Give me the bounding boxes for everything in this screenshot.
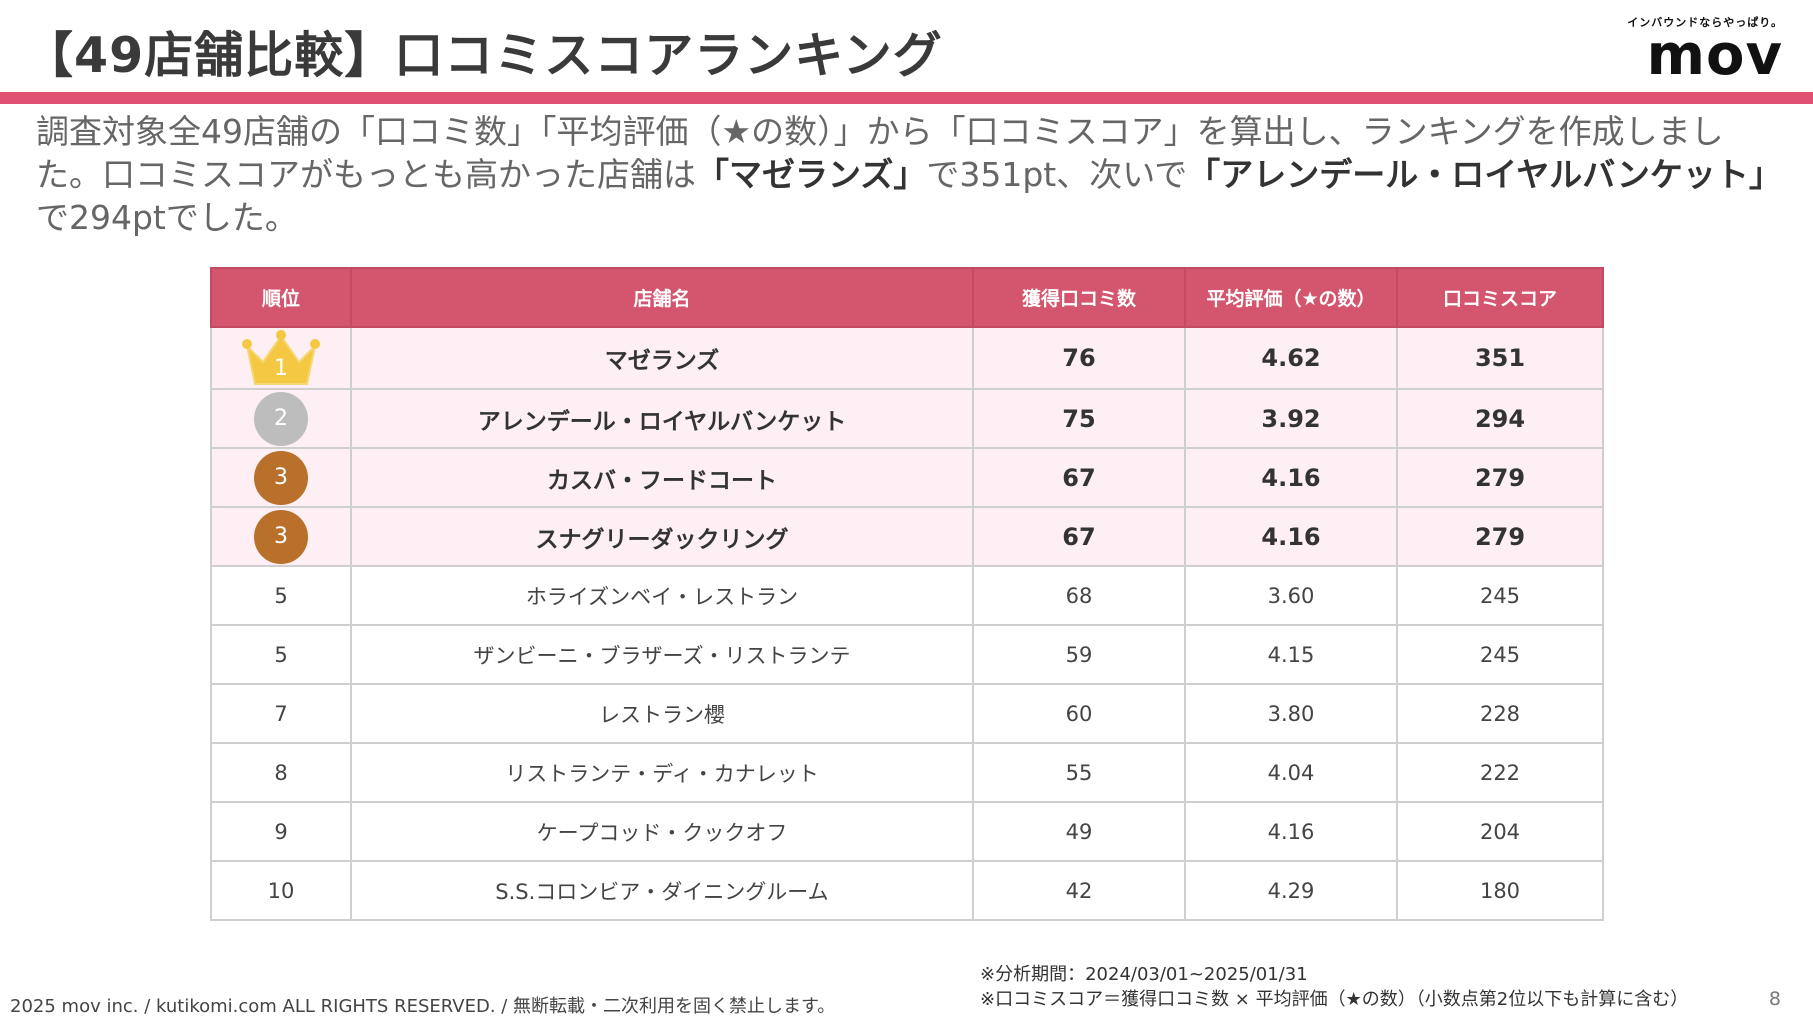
- review-score-cell: 279: [1396, 506, 1604, 567]
- store-name-cell: マゼランズ: [350, 326, 974, 390]
- table-row: 10 S.S.コロンビア・ダイニングルーム 42 4.29 180: [210, 860, 1604, 921]
- average-rating-cell: 3.92: [1184, 388, 1398, 449]
- average-rating-cell: 4.62: [1184, 326, 1398, 390]
- review-count-cell: 49: [972, 801, 1186, 862]
- average-rating-cell: 4.29: [1184, 860, 1398, 921]
- review-score-cell: 222: [1396, 742, 1604, 803]
- review-score-cell: 245: [1396, 624, 1604, 685]
- table-row: 3 スナグリーダックリング 67 4.16 279: [210, 506, 1604, 567]
- intro-highlight-1: 「マゼランズ」: [696, 155, 927, 194]
- rank-cell: 5: [210, 624, 352, 685]
- store-name-cell: ザンビーニ・ブラザーズ・リストランテ: [350, 624, 974, 685]
- table-row: 7 レストラン櫻 60 3.80 228: [210, 683, 1604, 744]
- header-divider: [0, 92, 1813, 104]
- silver-medal-icon: 2: [254, 391, 308, 446]
- review-count-cell: 42: [972, 860, 1186, 921]
- rank-cell: 10: [210, 860, 352, 921]
- rank-number: 1: [274, 356, 288, 381]
- average-rating-cell: 3.60: [1184, 565, 1398, 626]
- crown-icon: 1: [241, 328, 321, 388]
- table-row: 9 ケープコッド・クックオフ 49 4.16 204: [210, 801, 1604, 862]
- table-header-row: 順位 店舗名 獲得口コミ数 平均評価（★の数） 口コミスコア: [210, 267, 1604, 328]
- review-count-cell: 55: [972, 742, 1186, 803]
- review-score-cell: 351: [1396, 326, 1604, 390]
- review-score-cell: 294: [1396, 388, 1604, 449]
- table-row: 5 ザンビーニ・ブラザーズ・リストランテ 59 4.15 245: [210, 624, 1604, 685]
- header-average-rating: 平均評価（★の数）: [1184, 267, 1398, 328]
- page-title: 【49店舗比較】口コミスコアランキング: [24, 27, 943, 84]
- note-period: ※分析期間：2024/03/01~2025/01/31: [980, 964, 1308, 985]
- mov-logo: インバウンドならやっぱり。 mov: [1627, 14, 1783, 88]
- average-rating-cell: 3.80: [1184, 683, 1398, 744]
- header-review-count: 獲得口コミ数: [972, 267, 1186, 328]
- store-name-cell: ホライズンベイ・レストラン: [350, 565, 974, 626]
- review-count-cell: 60: [972, 683, 1186, 744]
- table-row: 8 リストランテ・ディ・カナレット 55 4.04 222: [210, 742, 1604, 803]
- copyright-footer: 2025 mov inc. / kutikomi.com ALL RIGHTS …: [10, 996, 836, 1017]
- average-rating-cell: 4.16: [1184, 447, 1398, 508]
- header-review-score: 口コミスコア: [1396, 267, 1604, 328]
- store-name-cell: S.S.コロンビア・ダイニングルーム: [350, 860, 974, 921]
- table-row: 1 マゼランズ 76 4.62 351: [210, 326, 1604, 390]
- rank-cell: 1: [210, 326, 352, 390]
- average-rating-cell: 4.04: [1184, 742, 1398, 803]
- review-count-cell: 68: [972, 565, 1186, 626]
- review-count-cell: 75: [972, 388, 1186, 449]
- bronze-medal-icon: 3: [254, 450, 308, 505]
- rank-cell: 9: [210, 801, 352, 862]
- review-count-cell: 67: [972, 506, 1186, 567]
- review-count-cell: 76: [972, 326, 1186, 390]
- bronze-medal-icon: 3: [254, 509, 308, 564]
- intro-text-2: で351pt、次いで: [926, 155, 1188, 194]
- table-row: 2 アレンデール・ロイヤルバンケット 75 3.92 294: [210, 388, 1604, 449]
- footnotes: ※分析期間：2024/03/01~2025/01/31 ※口コミスコア＝獲得口コ…: [980, 962, 1688, 1012]
- logo-wordmark: mov: [1646, 23, 1783, 88]
- average-rating-cell: 4.16: [1184, 506, 1398, 567]
- review-score-cell: 180: [1396, 860, 1604, 921]
- rank-cell: 5: [210, 565, 352, 626]
- rank-cell: 3: [210, 447, 352, 508]
- intro-highlight-2: 「アレンデール・ロイヤルバンケット」: [1187, 155, 1782, 194]
- review-score-cell: 279: [1396, 447, 1604, 508]
- rank-cell: 2: [210, 388, 352, 449]
- table-row: 3 カスバ・フードコート 67 4.16 279: [210, 447, 1604, 508]
- intro-paragraph: 調査対象全49店舗の「口コミ数」「平均評価（★の数）」から「口コミスコア」を算出…: [36, 110, 1786, 239]
- review-count-cell: 59: [972, 624, 1186, 685]
- page-number: 8: [1768, 988, 1781, 1010]
- intro-text-3: で294ptでした。: [36, 198, 298, 237]
- rank-cell: 8: [210, 742, 352, 803]
- header-rank: 順位: [210, 267, 352, 328]
- logo-tagline: インバウンドならやっぱり。: [1627, 16, 1783, 29]
- average-rating-cell: 4.16: [1184, 801, 1398, 862]
- store-name-cell: リストランテ・ディ・カナレット: [350, 742, 974, 803]
- store-name-cell: カスバ・フードコート: [350, 447, 974, 508]
- store-name-cell: レストラン櫻: [350, 683, 974, 744]
- review-count-cell: 67: [972, 447, 1186, 508]
- ranking-table: 順位 店舗名 獲得口コミ数 平均評価（★の数） 口コミスコア 1 マゼランズ 76 4…: [210, 267, 1604, 921]
- store-name-cell: ケープコッド・クックオフ: [350, 801, 974, 862]
- review-score-cell: 245: [1396, 565, 1604, 626]
- table-row: 5 ホライズンベイ・レストラン 68 3.60 245: [210, 565, 1604, 626]
- intro-text-1: 調査対象全49店舗の「口コミ数」「平均評価（★の数）」から「口コミスコア」を算出…: [36, 112, 1724, 194]
- store-name-cell: アレンデール・ロイヤルバンケット: [350, 388, 974, 449]
- average-rating-cell: 4.15: [1184, 624, 1398, 685]
- table-body: 1 マゼランズ 76 4.62 351 2 アレンデール・ロイヤルバンケット 75 3.92 29…: [210, 326, 1604, 921]
- store-name-cell: スナグリーダックリング: [350, 506, 974, 567]
- rank-cell: 7: [210, 683, 352, 744]
- rank-cell: 3: [210, 506, 352, 567]
- review-score-cell: 228: [1396, 683, 1604, 744]
- header-store-name: 店舗名: [350, 267, 974, 328]
- note-formula: ※口コミスコア＝獲得口コミ数 × 平均評価（★の数）（小数点第2位以下も計算に含…: [980, 989, 1689, 1010]
- review-score-cell: 204: [1396, 801, 1604, 862]
